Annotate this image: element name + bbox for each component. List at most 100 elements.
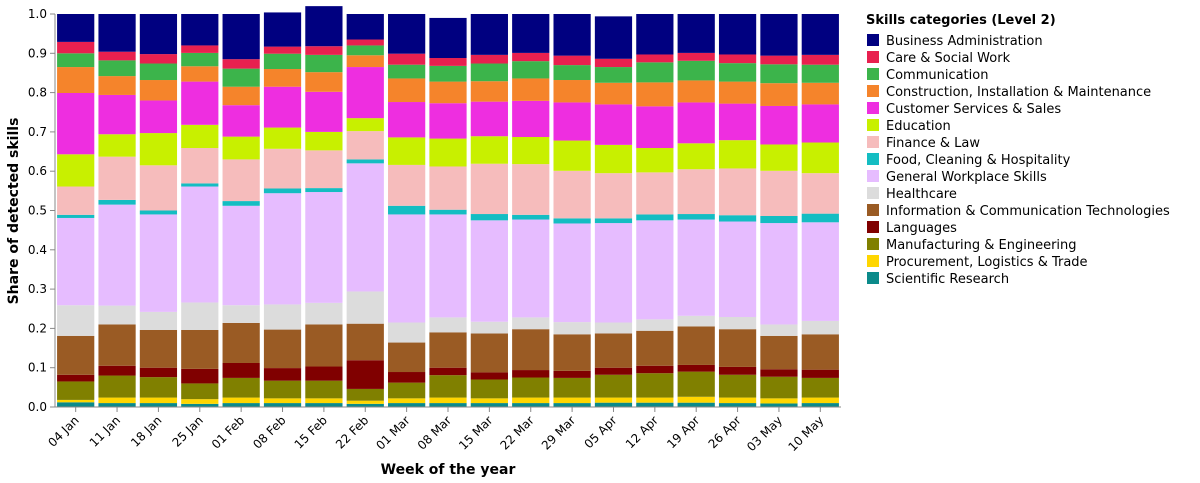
legend-swatch [867,68,879,80]
bar-segment [760,324,798,336]
bar-segment [305,150,343,189]
bar-segment [801,377,839,398]
bar-segment [636,214,674,221]
bar-segment [139,397,178,404]
bar-segment [181,302,219,330]
bar-segment [718,329,757,367]
bar-segment [181,383,219,400]
bar-segment [222,305,260,323]
bar-segment [346,118,384,132]
bar-segment [181,183,219,187]
bar-segment [222,86,260,106]
bar-segment [181,186,219,303]
legend-item: Healthcare [867,187,957,202]
bar-segment [57,402,95,407]
bar-segment [718,403,757,407]
legend-swatch [867,204,879,216]
bar-segment [760,216,798,224]
bar-segment [98,375,136,398]
bar-segment [181,124,219,149]
bar-segment [512,14,550,53]
bar-segment [636,82,674,107]
bar-segment [181,81,219,125]
bar-segment [263,127,302,149]
bar-segment [429,332,467,368]
bar-segment [594,16,633,59]
bar-segment [470,54,508,64]
bar-segment [470,403,508,407]
bar-segment [429,397,467,404]
bar-segment [346,291,384,324]
bar-segment [222,362,260,378]
bar-segment [429,58,467,66]
bar-segment [718,168,757,216]
legend-label: Business Administration [886,34,1043,49]
legend-swatch [867,102,879,114]
x-tick-label: 03 May [744,413,785,454]
legend-item: Communication [867,68,988,83]
bar-segment [429,367,467,376]
bar-segment [594,144,633,174]
bar-segment [139,63,178,81]
bar-segment [760,83,798,106]
bar-segment [57,381,95,400]
bar-segment [388,102,426,138]
bar-segment [677,52,715,61]
bar-segment [470,321,508,334]
bar-segment [346,39,384,46]
legend-label: Food, Cleaning & Hospitality [886,153,1071,168]
bar-segment [677,169,715,215]
bar-segment [553,370,591,378]
bar-segment [346,14,384,40]
bar-segment [388,342,426,373]
bar-segment [677,371,715,397]
bar-segment [594,104,633,145]
bar-segment [263,304,302,330]
legend-title: Skills categories (Level 2) [866,13,1056,28]
bar-segment [636,62,674,83]
bar-segment [718,63,757,82]
bar-segment [139,54,178,64]
x-tick-label: 12 Apr [623,413,661,451]
bar-segment [98,156,136,200]
bar-segment [718,14,757,55]
legend-swatch [867,255,879,267]
bar-segment [305,403,343,407]
bar-segment [388,214,426,323]
bar-segment [677,143,715,170]
bar-segment [801,82,839,105]
bar-stack-5 [263,12,302,407]
y-tick-label: 0.6 [28,164,47,178]
bar-segment [305,192,343,303]
y-tick-label: 0.7 [28,125,47,139]
bar-segment [677,315,715,327]
x-tick-label: 08 Feb [250,413,288,451]
bar-segment [305,72,343,92]
bar-segment [801,54,839,65]
bar-segment [470,81,508,102]
bar-segment [57,41,95,54]
bar-segment [346,55,384,68]
bar-segment [346,403,384,407]
bar-segment [470,101,508,137]
bar-segment [139,210,178,215]
bar-stack-11 [512,14,550,407]
legend-swatch [867,153,879,165]
bar-segment [553,377,591,398]
bar-segment [263,12,302,47]
legend-item: Manufacturing & Engineering [867,238,1077,253]
bar-segment [512,377,550,398]
bar-segment [57,186,95,215]
bar-stack-13 [594,16,633,407]
bar-segment [98,324,136,366]
bar-segment [512,137,550,165]
bar-segment [388,14,426,54]
bar-segment [388,205,426,215]
bar-segment [801,14,839,55]
bar-segment [801,213,839,223]
bar-segment [677,402,715,407]
bar-segment [636,319,674,331]
bar-segment [181,45,219,53]
bar-segment [181,399,219,404]
bar-segment [760,105,798,145]
